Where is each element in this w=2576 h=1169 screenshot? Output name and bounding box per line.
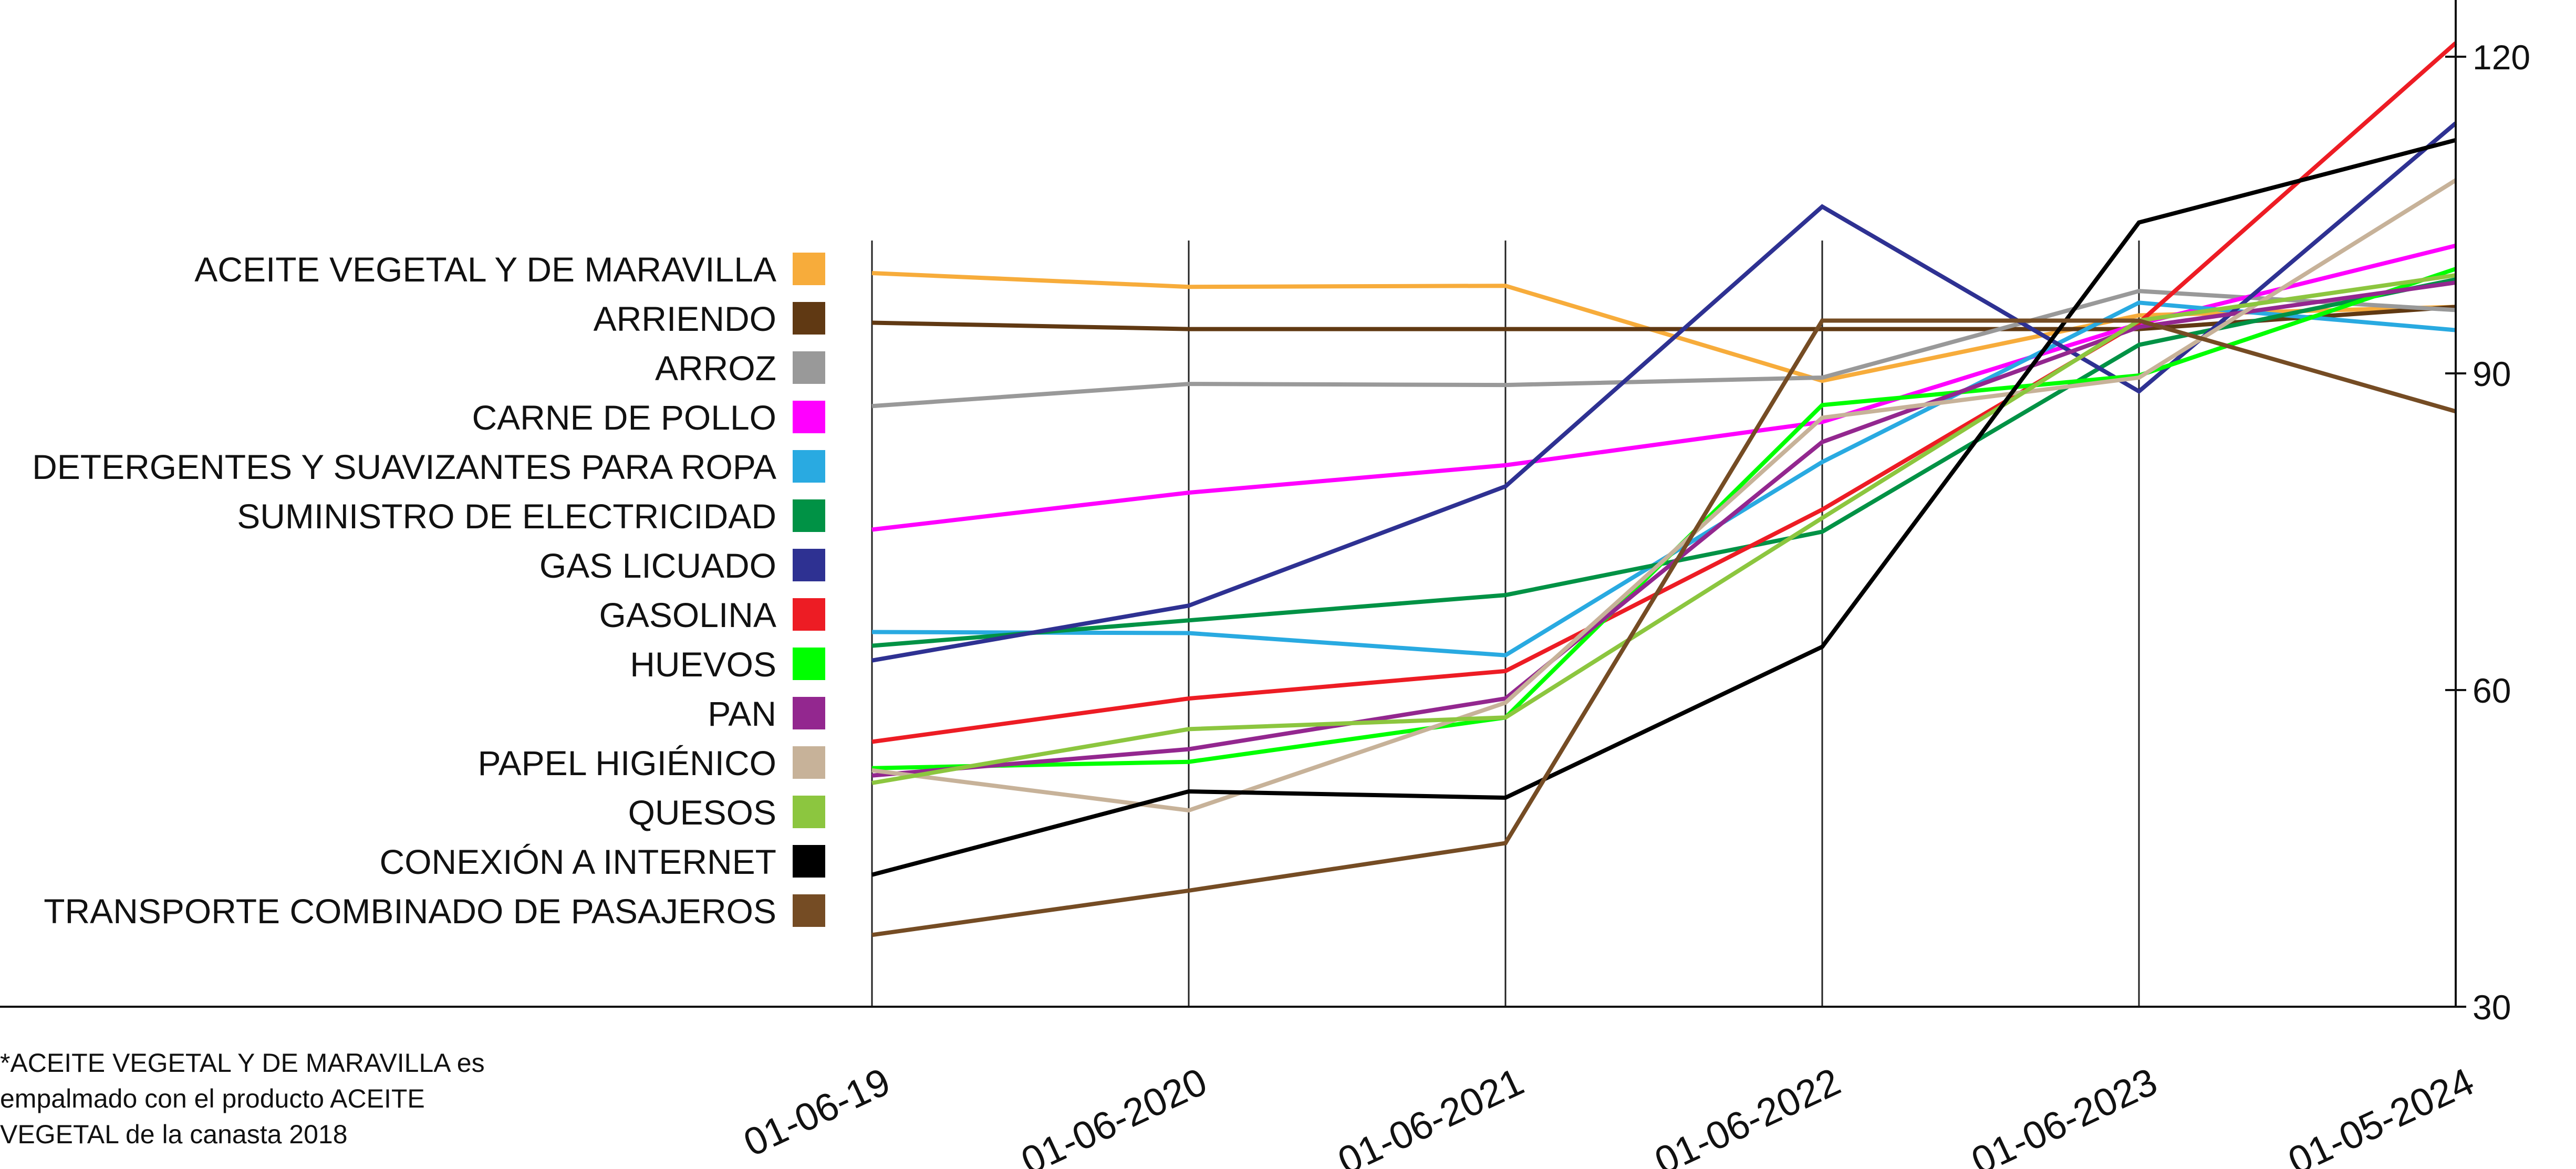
legend-swatch-11 <box>793 796 825 828</box>
legend-label-10: PAPEL HIGIÉNICO <box>478 744 776 782</box>
series-line-11 <box>871 273 2456 785</box>
x-tick-label-3: 01-06-2022 <box>1648 1059 1847 1169</box>
legend-label-13: TRANSPORTE COMBINADO DE PASAJEROS <box>44 892 776 931</box>
x-tick-label-0: 01-06-19 <box>737 1059 897 1164</box>
series-line-10 <box>871 178 2457 813</box>
legend-label-5: SUMINISTRO DE ELECTRICIDAD <box>237 497 776 536</box>
legend-swatch-1 <box>793 302 825 335</box>
x-tick-label-2: 01-06-2021 <box>1332 1059 1530 1169</box>
x-tick-label-4: 01-06-2023 <box>1965 1059 2164 1169</box>
legend-label-2: ARROZ <box>655 349 776 388</box>
footnote: *ACEITE VEGETAL Y DE MARAVILLA es empalm… <box>0 1048 485 1149</box>
x-tick-label-1: 01-06-2020 <box>1015 1059 1213 1169</box>
series-line-2 <box>871 289 2456 409</box>
legend-swatch-12 <box>793 845 825 878</box>
legend-label-9: PAN <box>708 694 776 733</box>
y-tick-label-60: 60 <box>2473 671 2511 710</box>
y-tick-label-120: 120 <box>2473 38 2530 77</box>
legend-swatch-13 <box>793 894 825 927</box>
y-tick-label-30: 30 <box>2473 988 2511 1027</box>
legend-label-12: CONEXIÓN A INTERNET <box>380 842 776 881</box>
legend-swatch-2 <box>793 351 825 384</box>
legend-label-3: CARNE DE POLLO <box>472 398 777 437</box>
legend-label-1: ARRIENDO <box>594 299 776 338</box>
series-lines <box>871 41 2457 937</box>
legend-label-4: DETERGENTES Y SUAVIZANTES PARA ROPA <box>32 447 776 486</box>
legend: ACEITE VEGETAL Y DE MARAVILLA ARRIENDO ARR… <box>32 250 825 931</box>
series-line-1 <box>871 305 2456 331</box>
legend-swatch-0 <box>793 253 825 285</box>
legend-label-0: ACEITE VEGETAL Y DE MARAVILLA <box>194 250 776 289</box>
legend-swatch-9 <box>793 697 825 729</box>
axes <box>0 0 2466 1008</box>
legend-label-8: HUEVOS <box>630 645 776 684</box>
y-tick-labels: 30 60 90 120 <box>2473 38 2530 1027</box>
series-line-4 <box>871 300 2456 657</box>
legend-label-11: QUESOS <box>628 793 776 832</box>
grid-lines <box>871 241 2140 1007</box>
y-tick-label-90: 90 <box>2473 354 2511 393</box>
legend-swatch-5 <box>793 499 825 532</box>
series-line-3 <box>871 243 2456 532</box>
legend-swatch-7 <box>793 598 825 631</box>
series-line-9 <box>871 280 2456 778</box>
legend-label-6: GAS LICUADO <box>539 546 776 585</box>
legend-swatch-8 <box>793 648 825 680</box>
x-tick-label-5: 01-05-2024 <box>2282 1059 2480 1169</box>
legend-swatch-10 <box>793 746 825 779</box>
series-line-12 <box>871 138 2457 877</box>
legend-swatch-4 <box>793 450 825 483</box>
legend-label-7: GASOLINA <box>599 596 776 634</box>
series-line-13 <box>871 318 2457 937</box>
series-line-7 <box>871 41 2457 744</box>
legend-swatch-6 <box>793 549 825 581</box>
x-tick-labels: 01-06-19 01-06-2020 01-06-2021 01-06-2022 01… <box>737 1059 2480 1169</box>
legend-swatch-3 <box>793 401 825 433</box>
